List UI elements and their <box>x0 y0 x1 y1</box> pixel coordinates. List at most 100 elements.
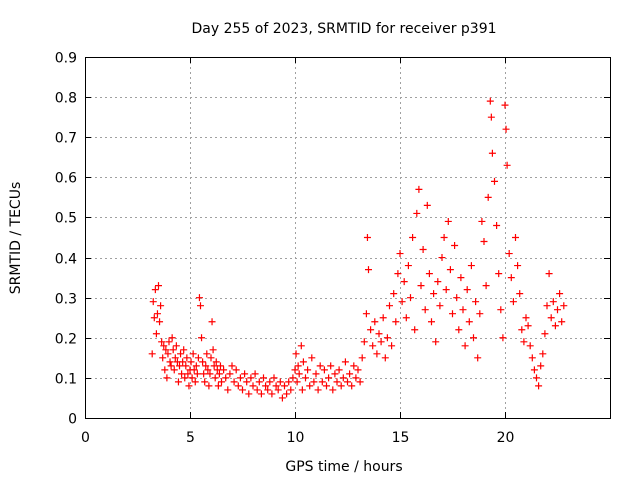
data-point <box>285 378 293 386</box>
data-point <box>444 217 452 225</box>
data-point <box>493 221 501 229</box>
data-point <box>467 262 475 270</box>
data-point <box>194 354 202 362</box>
data-point <box>350 362 358 370</box>
grid-layer <box>85 57 610 418</box>
data-point <box>236 374 244 382</box>
data-point <box>524 322 532 330</box>
data-point <box>499 334 507 342</box>
data-point <box>190 366 198 374</box>
data-point <box>556 290 564 298</box>
data-point <box>430 290 438 298</box>
data-point <box>428 318 435 326</box>
data-point <box>354 366 362 374</box>
data-point <box>176 362 183 370</box>
data-point <box>253 386 261 394</box>
data-point <box>522 314 530 322</box>
data-point <box>243 378 251 386</box>
data-point <box>213 366 221 374</box>
data-point <box>392 318 400 326</box>
data-point <box>255 378 263 386</box>
data-point <box>533 374 540 382</box>
data-point <box>199 358 207 366</box>
data-point <box>509 298 517 306</box>
data-point <box>257 390 265 398</box>
data-point <box>411 326 419 334</box>
data-point <box>293 378 301 386</box>
data-point <box>377 338 385 346</box>
data-point <box>266 378 274 386</box>
data-point <box>487 113 495 121</box>
data-point <box>423 201 431 209</box>
x-tick-label: 0 <box>81 430 90 446</box>
data-point <box>409 234 417 241</box>
x-tick-label: 15 <box>392 430 410 446</box>
data-point <box>171 354 179 362</box>
data-point <box>164 350 172 358</box>
data-point <box>381 354 389 362</box>
data-point <box>327 362 335 370</box>
data-point <box>360 338 368 346</box>
data-point <box>299 358 307 366</box>
data-point <box>278 394 286 402</box>
data-point <box>193 370 201 378</box>
data-point <box>497 306 505 314</box>
data-point <box>281 382 288 390</box>
data-point <box>294 362 302 370</box>
data-point <box>341 358 349 366</box>
data-point <box>358 354 366 362</box>
data-point <box>291 366 299 374</box>
y-tick-label: 0.7 <box>55 131 77 147</box>
data-point <box>203 350 211 358</box>
data-point <box>292 350 300 358</box>
data-point <box>337 382 345 390</box>
data-point <box>488 149 496 157</box>
data-point <box>438 254 446 262</box>
data-point <box>201 378 209 386</box>
data-point <box>528 354 536 362</box>
data-point <box>298 386 306 394</box>
data-point <box>465 318 473 326</box>
data-point <box>234 382 242 390</box>
data-point <box>470 334 477 342</box>
y-tick-label: 0.8 <box>55 91 77 107</box>
data-point <box>245 390 253 398</box>
data-point <box>155 282 162 290</box>
data-point <box>222 374 230 382</box>
data-point <box>179 358 187 366</box>
data-point <box>558 318 566 326</box>
data-point <box>274 386 282 394</box>
data-point <box>545 270 553 278</box>
data-point <box>153 310 161 318</box>
data-point <box>526 342 534 350</box>
data-point <box>198 334 206 342</box>
data-point <box>495 270 503 278</box>
data-point <box>541 330 549 338</box>
data-point <box>200 370 208 378</box>
data-point <box>180 346 188 354</box>
data-point <box>484 193 492 201</box>
data-point <box>413 209 421 217</box>
data-point <box>371 318 379 326</box>
data-point <box>182 362 190 370</box>
data-point <box>316 362 324 370</box>
data-point <box>205 382 213 390</box>
data-point <box>183 354 191 362</box>
data-point <box>159 354 167 362</box>
data-point <box>535 382 543 390</box>
data-point <box>486 97 494 105</box>
data-point <box>446 266 454 274</box>
y-tick-label: 0.1 <box>55 372 77 388</box>
chart-title: Day 255 of 2023, SRMTID for receiver p39… <box>191 21 496 37</box>
data-point <box>212 358 220 366</box>
data-point <box>241 370 249 378</box>
data-point <box>537 362 545 370</box>
data-point <box>289 374 297 382</box>
data-point <box>331 370 339 378</box>
data-point <box>168 334 176 342</box>
data-point <box>434 278 442 286</box>
data-point <box>163 374 171 382</box>
y-tick-label: 0.2 <box>55 332 77 348</box>
data-point <box>530 366 538 374</box>
x-tick-label: 20 <box>497 430 515 446</box>
